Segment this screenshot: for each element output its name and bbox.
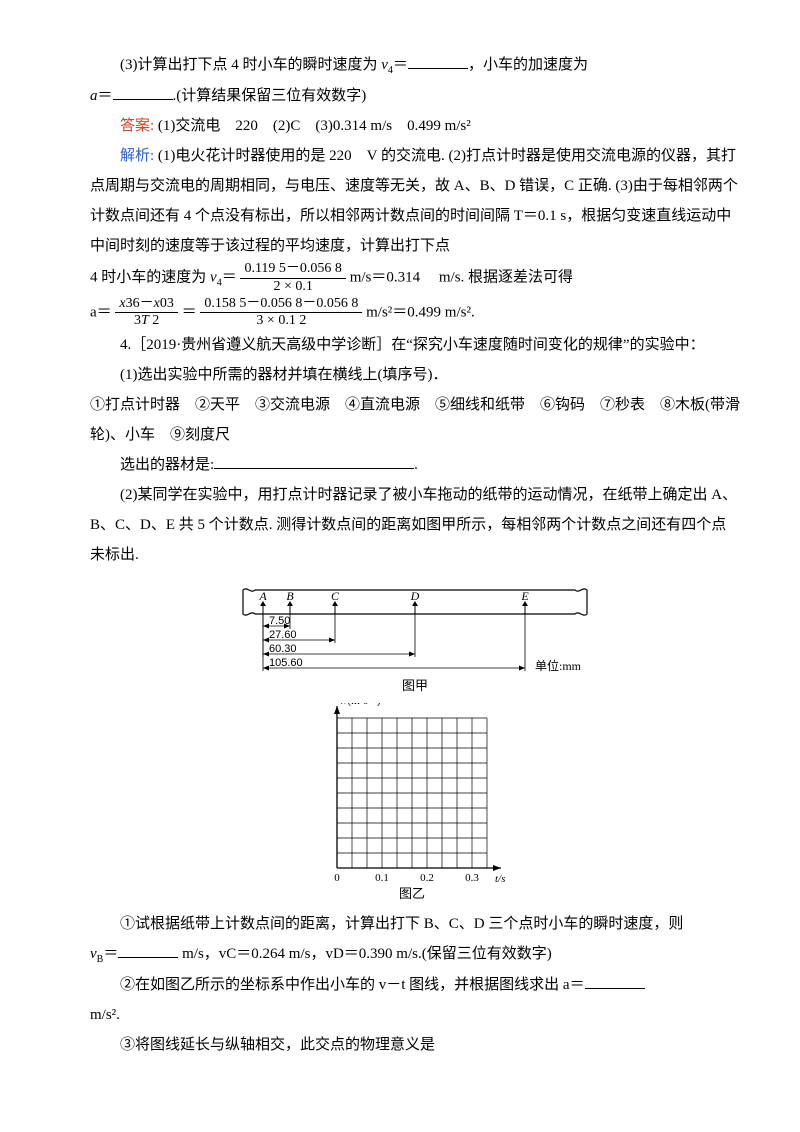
figure-tape: A B C D E 7.50 27.60 60.30 105.60 单位:mm 图甲 <box>235 582 595 697</box>
figure-grid: v/(m·s⁻¹) t/s 0 0.1 0.2 0.3 图乙 <box>305 703 525 903</box>
fraction-2b: 0.158 5－0.056 8－0.056 8 3 × 0.1 2 <box>200 296 362 331</box>
svg-text:B: B <box>286 589 294 603</box>
svg-text:0.2: 0.2 <box>420 872 434 884</box>
q4-list: ①打点计时器 ②天平 ③交流电源 ④直流电源 ⑤细线和纸带 ⑥钩码 ⑦秒表 ⑧木… <box>90 390 740 450</box>
svg-text:105.60: 105.60 <box>269 657 303 669</box>
q4-c1-line1: ①试根据纸带上计数点间的距离，计算出打下 B、C、D 三个点时小车的瞬时速度，则 <box>90 909 740 939</box>
q4-head: 4.［2019·贵州省遵义航天高级中学诊断］在“探究小车速度随时间变化的规律”的… <box>90 330 740 360</box>
answer-line: 答案: (1)交流电 220 (2)C (3)0.314 m/s 0.499 m… <box>90 111 740 141</box>
q4-c2: ②在如图乙所示的坐标系中作出小车的 v－t 图线，并根据图线求出 a＝ <box>90 970 740 1000</box>
svg-text:0: 0 <box>334 872 340 884</box>
svg-text:图甲: 图甲 <box>402 678 428 693</box>
svg-text:E: E <box>520 589 529 603</box>
answer-label: 答案: <box>120 118 154 134</box>
svg-text:60.30: 60.30 <box>269 643 297 655</box>
svg-text:t/s: t/s <box>495 873 505 885</box>
explain-v4: 4 时小车的速度为 v4＝ 0.119 5－0.056 8 2 × 0.1 m/… <box>90 261 740 296</box>
explain-p1: 解析: (1)电火花计时器使用的是 220 V 的交流电. (2)打点计时器是使… <box>90 141 740 261</box>
q4-select: 选出的器材是:. <box>90 450 740 480</box>
q3-line2: a＝.(计算结果保留三位有效数字) <box>90 81 740 111</box>
svg-text:单位:mm: 单位:mm <box>535 658 582 673</box>
svg-text:0.1: 0.1 <box>375 872 389 884</box>
svg-text:D: D <box>410 589 420 603</box>
svg-text:图乙: 图乙 <box>399 886 425 901</box>
explain-label: 解析: <box>120 148 154 164</box>
q4-2: (2)某同学在实验中，用打点计时器记录了被小车拖动的纸带的运动情况，在纸带上确定… <box>90 480 740 570</box>
q4-c2-unit: m/s². <box>90 1000 740 1030</box>
svg-text:A: A <box>258 589 267 603</box>
q3-line1: (3)计算出打下点 4 时小车的瞬时速度为 v4＝，小车的加速度为 <box>90 50 740 81</box>
svg-text:C: C <box>331 589 340 603</box>
svg-text:0.3: 0.3 <box>465 872 479 884</box>
svg-text:27.60: 27.60 <box>269 629 297 641</box>
fraction-2a: x36－x03 3T 2 <box>115 296 177 331</box>
q4-1: (1)选出实验中所需的器材并填在横线上(填序号)． <box>90 360 740 390</box>
svg-text:v/(m·s⁻¹): v/(m·s⁻¹) <box>339 703 381 707</box>
svg-text:7.50: 7.50 <box>269 615 290 627</box>
q4-c3: ③将图线延长与纵轴相交，此交点的物理意义是 <box>90 1030 740 1060</box>
q4-c1-line2: vB＝ m/s，vC＝0.264 m/s，vD＝0.390 m/s.(保留三位有… <box>90 939 740 970</box>
fraction-1: 0.119 5－0.056 8 2 × 0.1 <box>240 261 345 296</box>
explain-a: a＝ x36－x03 3T 2 ＝ 0.158 5－0.056 8－0.056 … <box>90 296 740 331</box>
